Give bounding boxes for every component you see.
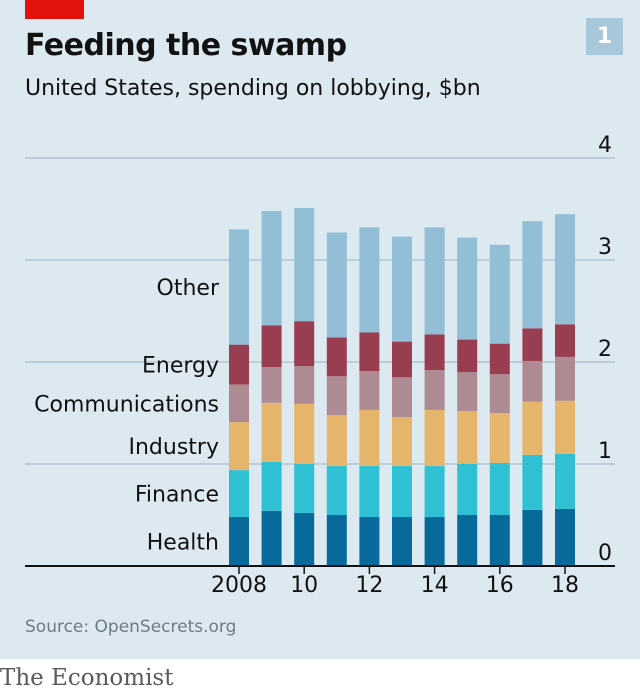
- bar-segment: [424, 517, 445, 566]
- bar-segment: [457, 372, 478, 411]
- y-tick-label: 1: [598, 439, 612, 464]
- publisher-wordmark: The Economist: [0, 665, 174, 691]
- series-label: Other: [157, 276, 220, 301]
- bar-segment: [229, 229, 249, 345]
- bar-segment: [261, 325, 282, 368]
- bar-segment: [326, 232, 347, 338]
- x-tick-label: 12: [355, 573, 383, 598]
- y-tick-label: 3: [598, 235, 612, 260]
- x-tick-label: 14: [421, 573, 449, 598]
- bar-segment: [555, 400, 575, 454]
- bar-segment: [294, 512, 315, 566]
- bar-segment: [326, 515, 347, 566]
- bar-segment: [522, 328, 543, 361]
- bar-segment: [457, 464, 478, 515]
- bar-segment: [424, 409, 445, 467]
- y-tick-label: 0: [598, 541, 612, 566]
- x-tick-label: 18: [551, 573, 579, 598]
- bar-segment: [457, 339, 478, 373]
- bar-segment: [489, 343, 510, 375]
- y-tick-label: 4: [598, 133, 612, 158]
- bar-segment: [522, 221, 543, 329]
- bar-segment: [359, 409, 380, 467]
- bar-segment: [359, 466, 380, 518]
- bar-segment: [457, 410, 478, 464]
- bar-segment: [326, 337, 347, 377]
- series-label: Energy: [142, 354, 219, 379]
- bar-segment: [294, 464, 315, 513]
- bar-segment: [489, 244, 510, 344]
- bar-segment: [229, 384, 249, 423]
- bar-segment: [555, 324, 575, 357]
- bar-segment: [294, 403, 315, 464]
- bar-segment: [294, 321, 315, 367]
- series-label: Health: [147, 531, 219, 556]
- series-label: Industry: [129, 435, 220, 460]
- bar-segment: [457, 237, 478, 340]
- bar-segment: [359, 517, 380, 566]
- bar-segment: [392, 236, 412, 342]
- bar-segment: [555, 453, 575, 509]
- bar-segment: [229, 517, 249, 566]
- bar-segment: [294, 207, 315, 322]
- bar-segment: [294, 366, 315, 404]
- series-label: Communications: [34, 392, 219, 417]
- bar-segment: [522, 401, 543, 455]
- bar-segment: [359, 227, 380, 333]
- bar-segment: [392, 466, 412, 518]
- bar-segment: [555, 508, 575, 566]
- bar-segment: [392, 341, 412, 378]
- brand-red-tab: [25, 0, 84, 19]
- bar-segment: [261, 367, 282, 403]
- bar-segment: [392, 377, 412, 418]
- bar-segment: [489, 462, 510, 515]
- bar-segment: [555, 214, 575, 325]
- bar-segment: [359, 371, 380, 410]
- chart-number-badge: 1: [586, 18, 623, 55]
- bar-segment: [326, 376, 347, 416]
- chart-subtitle: United States, spending on lobbying, $bn: [25, 76, 481, 101]
- source-note: Source: OpenSecrets.org: [25, 617, 237, 637]
- bar-segment: [522, 454, 543, 510]
- bar-segment: [261, 402, 282, 462]
- bar-segment: [555, 356, 575, 401]
- bar-segment: [424, 370, 445, 410]
- chart-title: Feeding the swamp: [25, 28, 347, 63]
- bar-segment: [457, 515, 478, 566]
- bar-segment: [489, 515, 510, 566]
- bar-segment: [326, 415, 347, 467]
- bar-segment: [229, 344, 249, 385]
- y-tick-label: 2: [598, 337, 612, 362]
- bar-segment: [229, 422, 249, 471]
- bar-segment: [424, 334, 445, 371]
- bar-segment: [392, 517, 412, 566]
- bar-segment: [424, 227, 445, 335]
- bar-segment: [489, 413, 510, 463]
- x-tick-label: 2008: [211, 573, 267, 598]
- bar-segment: [522, 509, 543, 566]
- series-label: Finance: [135, 483, 219, 508]
- bar-segment: [261, 211, 282, 326]
- bar-segment: [359, 332, 380, 372]
- bar-segment: [261, 510, 282, 566]
- bar-segment: [229, 470, 249, 518]
- bar-segment: [522, 360, 543, 402]
- x-tick-label: 16: [486, 573, 514, 598]
- bar-segment: [424, 466, 445, 518]
- bar-segment: [392, 417, 412, 467]
- x-tick-label: 10: [290, 573, 318, 598]
- bar-segment: [261, 461, 282, 511]
- bar-segment: [489, 374, 510, 413]
- bar-segment: [326, 466, 347, 515]
